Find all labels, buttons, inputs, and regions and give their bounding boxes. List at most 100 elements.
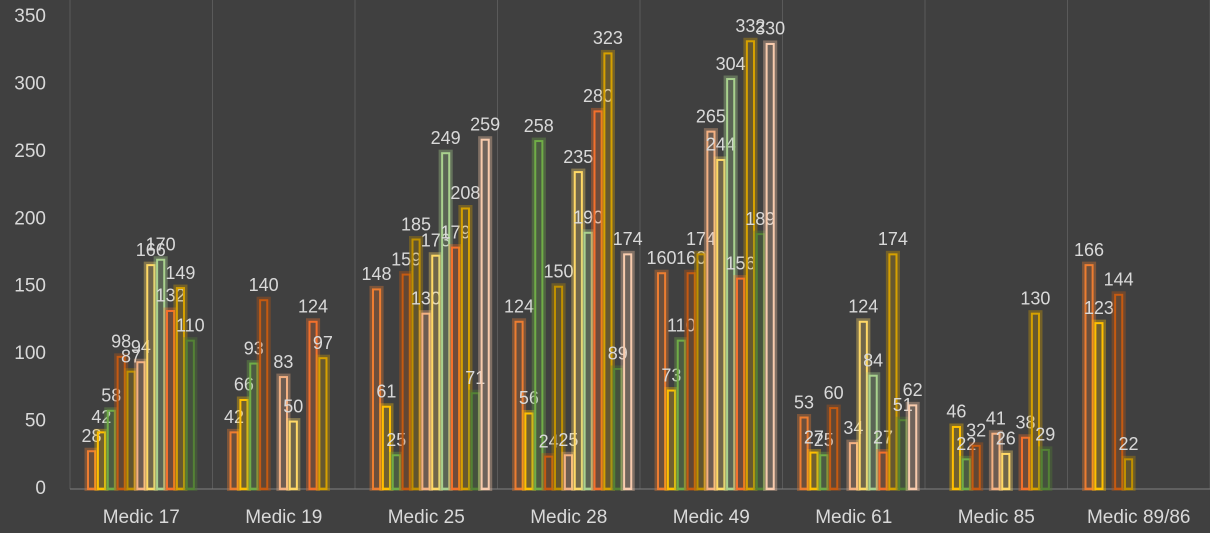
x-tick-label: Medic 28 <box>530 507 607 528</box>
bar <box>411 238 421 490</box>
bar <box>288 420 298 491</box>
bar <box>87 450 97 490</box>
value-label: 42 <box>91 407 111 427</box>
value-label: 170 <box>146 234 176 254</box>
bar <box>583 231 593 490</box>
value-label: 29 <box>1035 425 1055 445</box>
bar <box>175 287 185 491</box>
value-label: 60 <box>824 383 844 403</box>
value-label: 42 <box>224 407 244 427</box>
value-label: 89 <box>608 344 628 364</box>
value-label: 41 <box>986 408 1006 428</box>
value-label: 97 <box>313 333 333 353</box>
bar <box>868 374 878 490</box>
y-tick-label: 50 <box>25 411 46 432</box>
bar <box>657 272 667 490</box>
bar <box>460 207 470 491</box>
value-label: 174 <box>878 229 908 249</box>
value-label: 50 <box>283 396 303 416</box>
bar <box>736 277 746 490</box>
bar <box>470 392 480 491</box>
value-label: 83 <box>273 352 293 372</box>
bar <box>971 444 981 490</box>
bar <box>726 78 736 491</box>
value-label: 159 <box>391 249 421 269</box>
bar <box>848 442 858 490</box>
value-label: 174 <box>686 229 716 249</box>
value-label: 179 <box>441 222 471 242</box>
value-label: 87 <box>121 346 141 366</box>
x-tick-label: Medic 89/86 <box>1087 507 1191 528</box>
bar <box>898 419 908 491</box>
bar <box>961 458 971 490</box>
bar <box>372 288 382 491</box>
value-label: 22 <box>1119 434 1139 454</box>
bar <box>185 339 195 490</box>
y-tick-label: 250 <box>14 141 46 162</box>
value-label: 244 <box>706 135 736 155</box>
value-label: 27 <box>804 427 824 447</box>
bar <box>1094 322 1104 490</box>
bar <box>878 451 888 490</box>
value-label: 259 <box>470 114 500 134</box>
value-label: 124 <box>504 297 534 317</box>
bar <box>249 362 259 490</box>
bar <box>1021 436 1031 490</box>
value-label: 132 <box>156 286 186 306</box>
bar <box>401 273 411 490</box>
value-label: 149 <box>165 263 195 283</box>
bar <box>1084 264 1094 490</box>
value-label: 174 <box>613 229 643 249</box>
bar <box>809 451 819 490</box>
bar <box>554 285 564 491</box>
x-tick-label: Medic 85 <box>958 507 1035 528</box>
value-label: 150 <box>544 261 574 281</box>
value-label: 32 <box>966 421 986 441</box>
value-label: 124 <box>298 297 328 317</box>
value-label: 25 <box>386 430 406 450</box>
value-label: 130 <box>1020 288 1050 308</box>
bar <box>391 454 401 490</box>
bar <box>593 110 603 491</box>
bar <box>126 370 136 490</box>
bar <box>421 312 431 490</box>
bar <box>696 253 706 490</box>
value-label: 330 <box>755 19 785 39</box>
value-label: 61 <box>376 381 396 401</box>
y-tick-label: 0 <box>35 478 46 499</box>
x-tick-label: Medic 49 <box>673 507 750 528</box>
bar <box>888 253 898 490</box>
value-label: 56 <box>519 388 539 408</box>
bar <box>229 431 239 490</box>
bar <box>858 320 868 490</box>
bar <box>676 339 686 490</box>
bar <box>686 272 696 490</box>
value-label: 280 <box>583 86 613 106</box>
value-label: 323 <box>593 28 623 48</box>
bar <box>524 412 534 491</box>
bar <box>278 376 288 490</box>
bar <box>765 42 775 490</box>
bar <box>991 432 1001 490</box>
bar <box>381 405 391 491</box>
bar <box>259 299 269 491</box>
value-label: 58 <box>101 386 121 406</box>
value-label: 332 <box>735 16 765 36</box>
value-label: 130 <box>411 288 441 308</box>
y-tick-label: 350 <box>14 6 46 27</box>
value-label: 123 <box>1084 298 1114 318</box>
bar <box>136 361 146 490</box>
bar <box>563 454 573 490</box>
bar <box>613 367 623 490</box>
value-label: 93 <box>244 338 264 358</box>
value-label: 66 <box>234 375 254 395</box>
value-label: 34 <box>843 418 863 438</box>
bar <box>908 404 918 491</box>
value-label: 98 <box>111 332 131 352</box>
value-label: 62 <box>903 380 923 400</box>
value-label: 84 <box>863 350 883 370</box>
bar <box>96 431 106 490</box>
value-label: 166 <box>136 240 166 260</box>
